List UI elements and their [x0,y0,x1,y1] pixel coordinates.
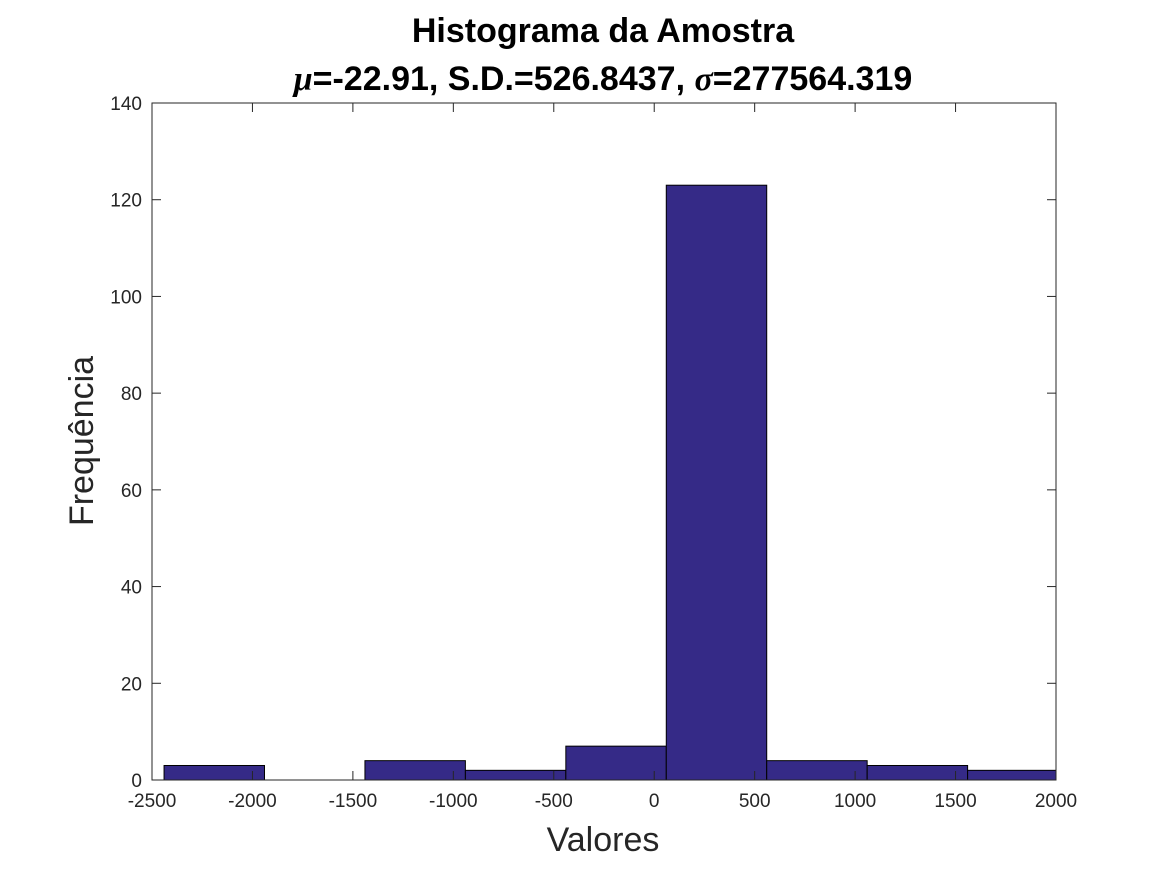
y-tick-label: 60 [121,481,142,502]
x-tick-label: -2000 [228,791,277,812]
x-tick-label: -1000 [429,791,478,812]
x-tick-label: 500 [739,791,771,812]
subtitle-variance: =277564.319 [713,60,912,98]
y-tick-label: 140 [110,94,142,115]
x-tick-label: 0 [649,791,660,812]
y-tick-label: 80 [121,384,142,405]
histogram-bar [866,764,969,780]
histogram-bar [364,760,466,780]
x-tick-label: -500 [535,791,573,812]
histogram-bar [163,764,265,780]
histogram-bar [565,745,667,780]
mu-symbol: μ [292,61,313,98]
x-tick-label: 2000 [1035,791,1077,812]
x-axis-label: Valores [547,821,660,859]
histogram-bar [967,769,1056,780]
bars-group [163,184,1167,780]
y-tick-label: 40 [121,578,142,599]
x-tick-label: 1000 [834,791,876,812]
y-tick-label: 120 [110,191,142,212]
plot-area: -2500 -2000 -1500 -1000 -500 0 500 1000 1500 2000… [110,94,1167,812]
x-tick-label: -1500 [329,791,378,812]
chart-title: Histograma da Amostra [412,12,795,50]
chart-subtitle: μ=-22.91, S.D.=526.8437, σ=277564.319 [292,60,913,98]
y-tick-label: 0 [131,771,142,792]
axes-box [151,102,1057,781]
histogram-bar [665,184,768,780]
histogram-bar [1068,765,1167,780]
y-tick-label: 100 [110,287,142,308]
x-tick-label: 1500 [934,791,976,812]
histogram-bar [766,760,868,780]
sigma-symbol: σ [694,61,714,98]
x-tick-label: -2500 [128,791,177,812]
y-axis-label: Frequência [63,356,101,526]
y-tick-label: 20 [121,674,142,695]
subtitle-mean-sd: =-22.91, S.D.=526.8437, [313,60,695,98]
histogram-bar [464,769,567,780]
